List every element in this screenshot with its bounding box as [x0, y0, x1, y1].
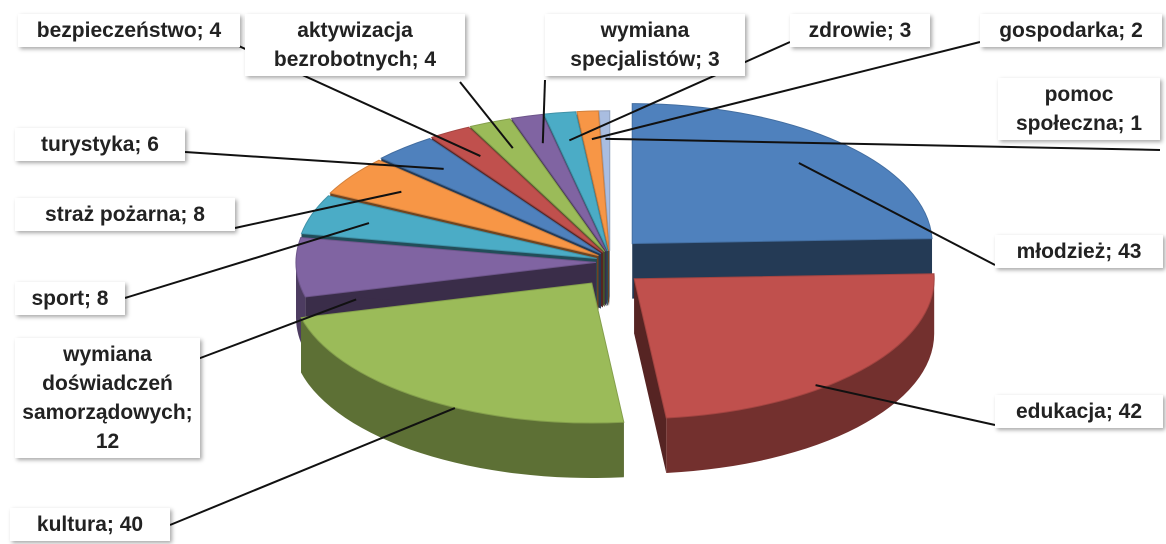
data-label: pomoc społeczna; 1	[998, 78, 1160, 140]
slice-side	[666, 278, 935, 473]
data-label: zdrowie; 3	[790, 14, 930, 47]
data-label: wymiana specjalistów; 3	[545, 14, 745, 76]
leader-line	[568, 41, 791, 142]
data-label: turystyka; 6	[15, 128, 185, 161]
data-label: edukacja; 42	[995, 395, 1163, 428]
slice-wall	[634, 278, 667, 473]
leader-line	[459, 81, 514, 149]
data-label: młodzież; 43	[995, 235, 1163, 268]
leader-line	[591, 41, 981, 141]
leader-line	[234, 190, 402, 229]
leader-line	[815, 384, 996, 426]
slice	[300, 282, 625, 424]
data-label: gospodarka; 2	[980, 14, 1162, 47]
data-label: kultura; 40	[10, 508, 170, 541]
slice	[380, 137, 602, 254]
leader-line	[184, 151, 444, 170]
slice	[510, 113, 607, 252]
leader-line	[169, 407, 456, 526]
slice	[469, 118, 606, 253]
leader-line	[798, 162, 996, 266]
slice	[300, 195, 597, 259]
slice	[430, 126, 604, 253]
slice	[576, 110, 610, 251]
data-label: wymiana doświadczeń samorządowych; 12	[15, 338, 200, 458]
slice	[295, 237, 597, 298]
slice	[329, 159, 599, 257]
leader-line	[541, 79, 546, 144]
leader-line	[605, 137, 1161, 151]
data-label: sport; 8	[15, 282, 125, 315]
slice	[598, 110, 611, 251]
leader-line	[124, 222, 370, 299]
data-label: straż pożarna; 8	[15, 198, 235, 231]
slice	[631, 103, 933, 245]
data-label: bezpieczeństwo; 4	[18, 14, 240, 47]
data-label: aktywizacja bezrobotnych; 4	[245, 14, 465, 76]
leader-line	[194, 298, 357, 361]
slice	[633, 273, 935, 419]
